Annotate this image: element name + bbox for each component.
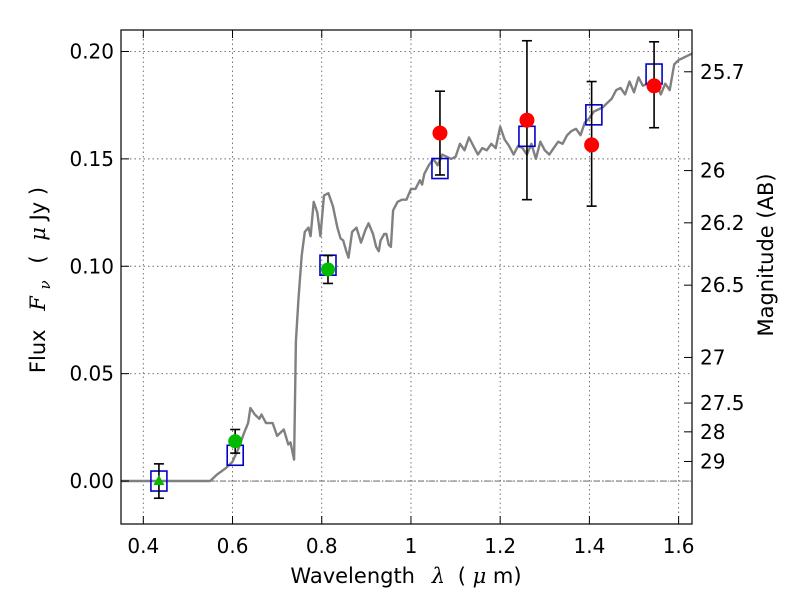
plot-frame bbox=[120, 29, 693, 525]
x-tick-label: 1 bbox=[405, 534, 418, 558]
x-tick-label: 1.6 bbox=[663, 534, 695, 558]
y-axis-label-F: F bbox=[26, 295, 50, 312]
x-axis-label: Wavelength λ ( μ m) bbox=[290, 564, 521, 588]
mag-tick-label: 25.7 bbox=[700, 60, 745, 84]
y-tick-label: 0.00 bbox=[69, 469, 114, 493]
ir-data-point bbox=[519, 112, 535, 128]
ir-data-point bbox=[646, 78, 662, 94]
x-axis-label-open: ( bbox=[458, 564, 466, 588]
y-axis-label-nu: ν bbox=[36, 280, 54, 289]
x-tick-label: 1.4 bbox=[573, 534, 605, 558]
y-axis-label-mu: μ bbox=[26, 227, 50, 241]
mag-tick-label: 29 bbox=[700, 449, 725, 473]
y-axis-label-open: ( bbox=[26, 255, 50, 263]
y-tick-label: 0.20 bbox=[69, 39, 114, 63]
hst-data-point bbox=[228, 434, 243, 449]
mag-tick-label: 26.2 bbox=[700, 211, 745, 235]
y-axis-label-unit: Jy ) bbox=[26, 187, 50, 223]
x-axis-label-mu: μ bbox=[473, 564, 487, 588]
observed-points bbox=[153, 78, 662, 486]
grid-lines bbox=[121, 30, 692, 524]
x-tick-label: 1.2 bbox=[484, 534, 516, 558]
mag-tick-label: 27.5 bbox=[700, 391, 745, 415]
y-tick-label: 0.05 bbox=[69, 362, 114, 386]
x-tick-label: 0.6 bbox=[217, 534, 249, 558]
y-axis-label: Flux F ν ( μ Jy ) bbox=[26, 187, 55, 373]
mag-tick-label: 27 bbox=[700, 345, 725, 369]
mag-tick-label: 26.5 bbox=[700, 273, 745, 297]
magnitude-axis-ticks: 25.7 26 26.2 26.5 27 27.5 28 29 bbox=[684, 60, 745, 473]
ir-data-point bbox=[432, 125, 448, 141]
x-axis-label-unit: m) bbox=[493, 564, 522, 588]
x-tick-label: 0.4 bbox=[127, 534, 159, 558]
y-axis-ticks: 0.00 0.05 0.10 0.15 0.20 bbox=[69, 39, 129, 493]
sed-model-line bbox=[121, 52, 693, 483]
x-tick-label: 0.8 bbox=[306, 534, 338, 558]
x-axis-label-lambda: λ bbox=[431, 564, 445, 588]
hst-upper-limit-point bbox=[153, 475, 165, 486]
mag-tick-label: 26 bbox=[700, 159, 725, 183]
y2-axis-label: Magnitude (AB) bbox=[754, 173, 778, 336]
y-tick-label: 0.15 bbox=[69, 147, 114, 171]
hst-data-point bbox=[320, 262, 335, 277]
y-tick-label: 0.10 bbox=[69, 254, 114, 278]
x-axis-ticks: 0.4 0.6 0.8 1 1.2 1.4 1.6 bbox=[127, 30, 695, 558]
y-axis-label-text: Flux bbox=[26, 329, 50, 373]
ir-data-point bbox=[584, 137, 600, 153]
mag-tick-label: 28 bbox=[700, 420, 725, 444]
model-flux-box bbox=[585, 104, 603, 126]
x-axis-label-text: Wavelength bbox=[290, 564, 415, 588]
